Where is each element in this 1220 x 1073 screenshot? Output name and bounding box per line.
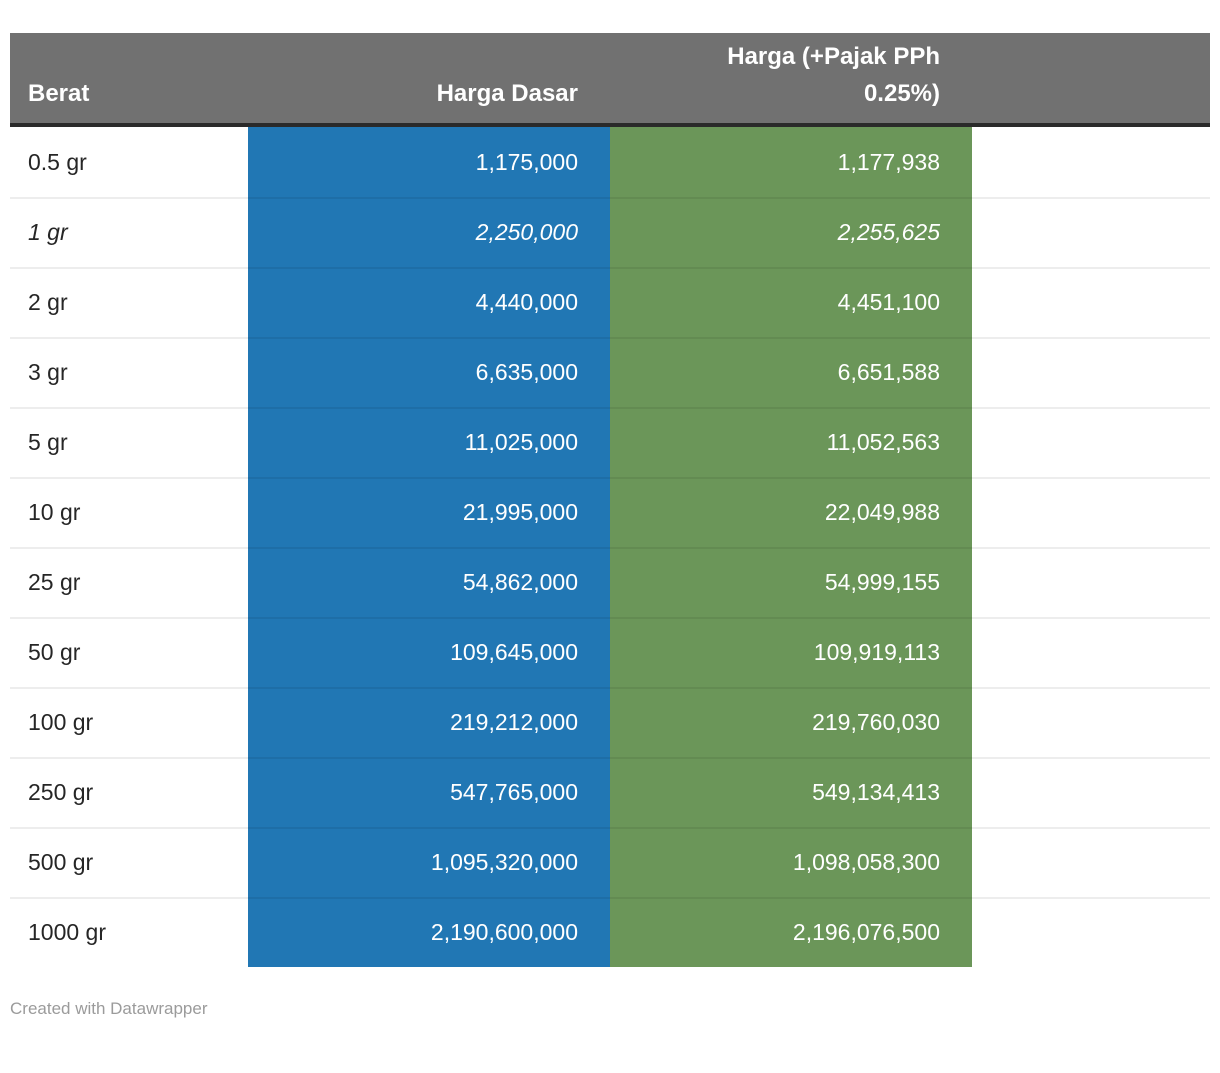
cell-berat: 1000 gr [10, 897, 248, 967]
table-row: 10 gr 21,995,000 22,049,988 [10, 477, 1210, 547]
cell-berat: 3 gr [10, 337, 248, 407]
cell-harga-dasar: 4,440,000 [248, 267, 610, 337]
cell-berat: 100 gr [10, 687, 248, 757]
column-header-berat: Berat [28, 79, 90, 107]
table-row: 1000 gr 2,190,600,000 2,196,076,500 [10, 897, 1210, 967]
cell-harga-dasar: 1,175,000 [248, 127, 610, 197]
column-header-harga-pajak-label: Harga (+Pajak PPh 0.25%) [727, 42, 940, 107]
cell-harga-dasar: 2,190,600,000 [248, 897, 610, 967]
cell-berat: 1 gr [10, 197, 248, 267]
cell-harga-dasar: 219,212,000 [248, 687, 610, 757]
cell-harga-pajak: 219,760,030 [610, 687, 972, 757]
cell-harga-pajak: 549,134,413 [610, 757, 972, 827]
table-row: 2 gr 4,440,000 4,451,100 [10, 267, 1210, 337]
cell-berat: 0.5 gr [28, 148, 87, 175]
table-row: 100 gr 219,212,000 219,760,030 [10, 687, 1210, 757]
cell-berat: 25 gr [10, 547, 248, 617]
cell-harga-dasar: 2,250,000 [248, 197, 610, 267]
cell-berat: 5 gr [10, 407, 248, 477]
cell-spacer [972, 407, 1210, 477]
table-row: 3 gr 6,635,000 6,651,588 [10, 337, 1210, 407]
cell-harga-dasar: 547,765,000 [248, 757, 610, 827]
cell-spacer [972, 267, 1210, 337]
cell-spacer [972, 617, 1210, 687]
cell-spacer [972, 687, 1210, 757]
table-body: 0.5 gr 1,175,000 1,177,938 1 gr 2,250,000 2,2… [10, 127, 1210, 967]
cell-spacer [972, 127, 1210, 197]
column-header-harga-dasar: Harga Dasar [436, 79, 578, 107]
cell-harga-dasar: 21,995,000 [248, 477, 610, 547]
cell-spacer [972, 197, 1210, 267]
cell-berat: 10 gr [10, 477, 248, 547]
table-row: 0.5 gr 1,175,000 1,177,938 [10, 127, 1210, 197]
cell-berat: 500 gr [10, 827, 248, 897]
cell-harga-dasar: 109,645,000 [248, 617, 610, 687]
cell-harga-pajak: 2,196,076,500 [610, 897, 972, 967]
table-row: 500 gr 1,095,320,000 1,098,058,300 [10, 827, 1210, 897]
cell-berat: 250 gr [10, 757, 248, 827]
cell-harga-pajak: 1,098,058,300 [610, 827, 972, 897]
cell-spacer [972, 337, 1210, 407]
column-header-spacer [972, 112, 1210, 123]
cell-spacer [972, 547, 1210, 617]
price-table: Berat Harga Dasar Harga (+Pajak PPh 0.25… [10, 33, 1210, 967]
cell-berat: 2 gr [10, 267, 248, 337]
cell-harga-dasar: 11,025,000 [248, 407, 610, 477]
cell-harga-pajak: 1,177,938 [610, 127, 972, 197]
cell-spacer [972, 897, 1210, 967]
cell-spacer [972, 827, 1210, 897]
cell-berat: 50 gr [10, 617, 248, 687]
cell-harga-pajak: 2,255,625 [610, 197, 972, 267]
cell-harga-pajak: 11,052,563 [610, 407, 972, 477]
table-row: 250 gr 547,765,000 549,134,413 [10, 757, 1210, 827]
cell-harga-pajak: 22,049,988 [610, 477, 972, 547]
cell-spacer [972, 757, 1210, 827]
cell-harga-dasar: 6,635,000 [248, 337, 610, 407]
table-row: 50 gr 109,645,000 109,919,113 [10, 617, 1210, 687]
table-row: 5 gr 11,025,000 11,052,563 [10, 407, 1210, 477]
cell-harga-pajak: 54,999,155 [610, 547, 972, 617]
datawrapper-credit: Created with Datawrapper [10, 999, 208, 1018]
cell-harga-pajak: 4,451,100 [610, 267, 972, 337]
column-header-harga-pajak: Harga (+Pajak PPh 0.25%) [610, 38, 972, 123]
cell-harga-dasar: 54,862,000 [248, 547, 610, 617]
cell-harga-pajak: 109,919,113 [610, 617, 972, 687]
table-row: 1 gr 2,250,000 2,255,625 [10, 197, 1210, 267]
cell-harga-pajak: 6,651,588 [610, 337, 972, 407]
table-row: 25 gr 54,862,000 54,999,155 [10, 547, 1210, 617]
table-header-row: Berat Harga Dasar Harga (+Pajak PPh 0.25… [10, 33, 1210, 127]
cell-spacer [972, 477, 1210, 547]
cell-harga-dasar: 1,095,320,000 [248, 827, 610, 897]
